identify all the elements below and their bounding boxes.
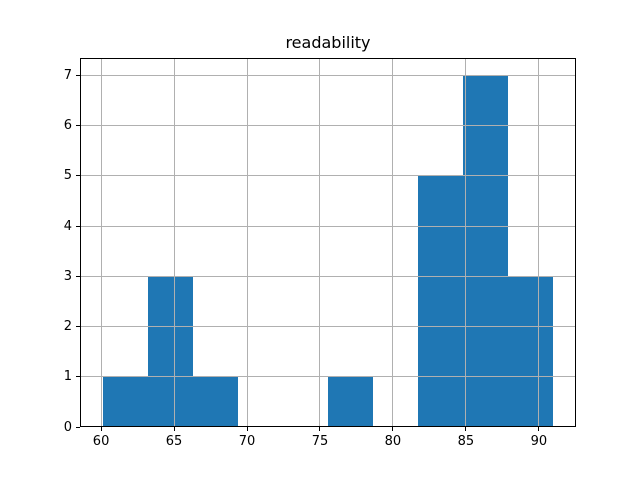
gridline-y-4 <box>80 225 576 227</box>
plot-area <box>80 57 576 428</box>
gridline-x-65 <box>173 57 175 428</box>
gridline-y-7 <box>80 74 576 76</box>
x-tick-mark <box>392 427 394 432</box>
x-tick-label: 70 <box>238 433 256 449</box>
y-tick-mark <box>76 275 80 277</box>
x-tick-mark <box>100 427 102 432</box>
y-tick-mark <box>76 225 80 227</box>
histogram-bar <box>463 75 509 428</box>
chart-title: readability <box>285 33 371 52</box>
grid-layer <box>80 57 576 428</box>
y-tick-label: 7 <box>63 67 72 83</box>
gridline-y-5 <box>80 175 576 177</box>
gridline-y-2 <box>80 326 576 328</box>
bars-layer <box>80 58 576 428</box>
histogram-bar <box>147 276 193 428</box>
gridline-y-3 <box>80 275 576 277</box>
y-tick-mark <box>76 426 80 428</box>
x-tick-mark <box>173 427 175 432</box>
gridline-x-75 <box>319 57 321 428</box>
histogram-bar <box>328 376 374 428</box>
y-tick-label: 2 <box>63 319 72 335</box>
y-tick-mark <box>76 376 80 378</box>
x-tick-label: 80 <box>384 433 402 449</box>
x-tick-label: 65 <box>165 433 183 449</box>
x-tick-label: 75 <box>311 433 329 449</box>
y-tick-label: 5 <box>63 168 72 184</box>
y-tick-label: 6 <box>63 117 72 133</box>
y-tick-label: 1 <box>63 369 72 385</box>
y-tick-label: 3 <box>63 268 72 284</box>
gridline-x-90 <box>538 57 540 428</box>
y-tick-label: 0 <box>63 419 72 435</box>
histogram-bar <box>508 276 554 428</box>
gridline-x-70 <box>246 57 248 428</box>
x-tick-label: 90 <box>530 433 548 449</box>
y-tick-mark <box>76 74 80 76</box>
histogram-bar <box>192 376 238 428</box>
y-tick-mark <box>76 175 80 177</box>
x-tick-mark <box>246 427 248 432</box>
gridline-x-60 <box>100 57 102 428</box>
gridline-x-80 <box>392 57 394 428</box>
x-tick-label: 60 <box>92 433 110 449</box>
gridline-y-1 <box>80 376 576 378</box>
y-tick-mark <box>76 124 80 126</box>
x-tick-mark <box>465 427 467 432</box>
y-tick-mark <box>76 326 80 328</box>
gridline-y-6 <box>80 124 576 126</box>
histogram-bar <box>102 376 148 428</box>
gridline-x-85 <box>465 57 467 428</box>
x-tick-label: 85 <box>457 433 475 449</box>
histogram-bar <box>418 175 464 428</box>
x-tick-mark <box>538 427 540 432</box>
x-tick-mark <box>319 427 321 432</box>
y-tick-label: 4 <box>63 218 72 234</box>
